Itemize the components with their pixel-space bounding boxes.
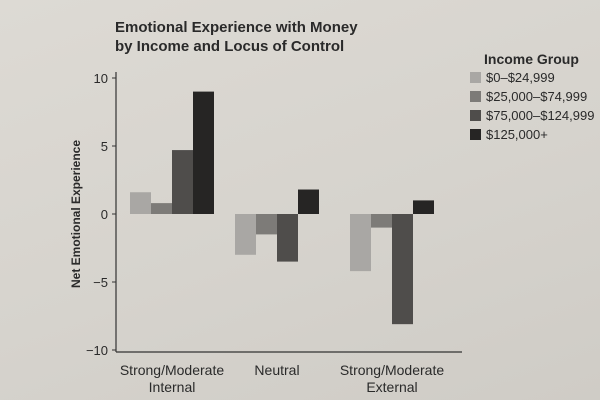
category-label: Internal: [149, 379, 196, 395]
y-tick-label: −5: [93, 275, 108, 290]
bar-4-cat-2: [298, 189, 319, 214]
legend-swatch-3: [470, 110, 481, 121]
y-tick-label: −10: [86, 343, 108, 358]
y-tick-label: 10: [94, 71, 108, 86]
legend-label-2: $25,000–$74,999: [486, 89, 587, 104]
bar-1-cat-1: [130, 192, 151, 214]
bar-2-cat-2: [256, 214, 277, 235]
bar-1-cat-3: [350, 214, 371, 272]
legend-label-4: $125,000+: [486, 127, 548, 142]
bar-3-cat-2: [277, 214, 298, 262]
bar-1-cat-2: [235, 214, 256, 255]
y-tick-label: 0: [101, 207, 108, 222]
y-axis-label: Net Emotional Experience: [69, 140, 83, 288]
y-tick-label: 5: [101, 139, 108, 154]
chart-title-line-1: by Income and Locus of Control: [115, 38, 344, 55]
bar-3-cat-3: [392, 214, 413, 325]
bar-2-cat-1: [151, 203, 172, 214]
legend-swatch-4: [470, 129, 481, 140]
chart-title-line-0: Emotional Experience with Money: [115, 19, 358, 36]
legend-title: Income Group: [484, 51, 579, 67]
category-label: Strong/Moderate: [340, 362, 444, 378]
bar-4-cat-3: [413, 200, 434, 214]
legend-swatch-1: [470, 72, 481, 83]
category-label: External: [366, 379, 417, 395]
category-label: Neutral: [254, 362, 299, 378]
legend-swatch-2: [470, 91, 481, 102]
bar-3-cat-1: [172, 150, 193, 214]
bar-4-cat-1: [193, 91, 214, 214]
legend-label-1: $0–$24,999: [486, 70, 555, 85]
legend-label-3: $75,000–$124,999: [486, 108, 594, 123]
bar-2-cat-3: [371, 214, 392, 228]
category-label: Strong/Moderate: [120, 362, 224, 378]
